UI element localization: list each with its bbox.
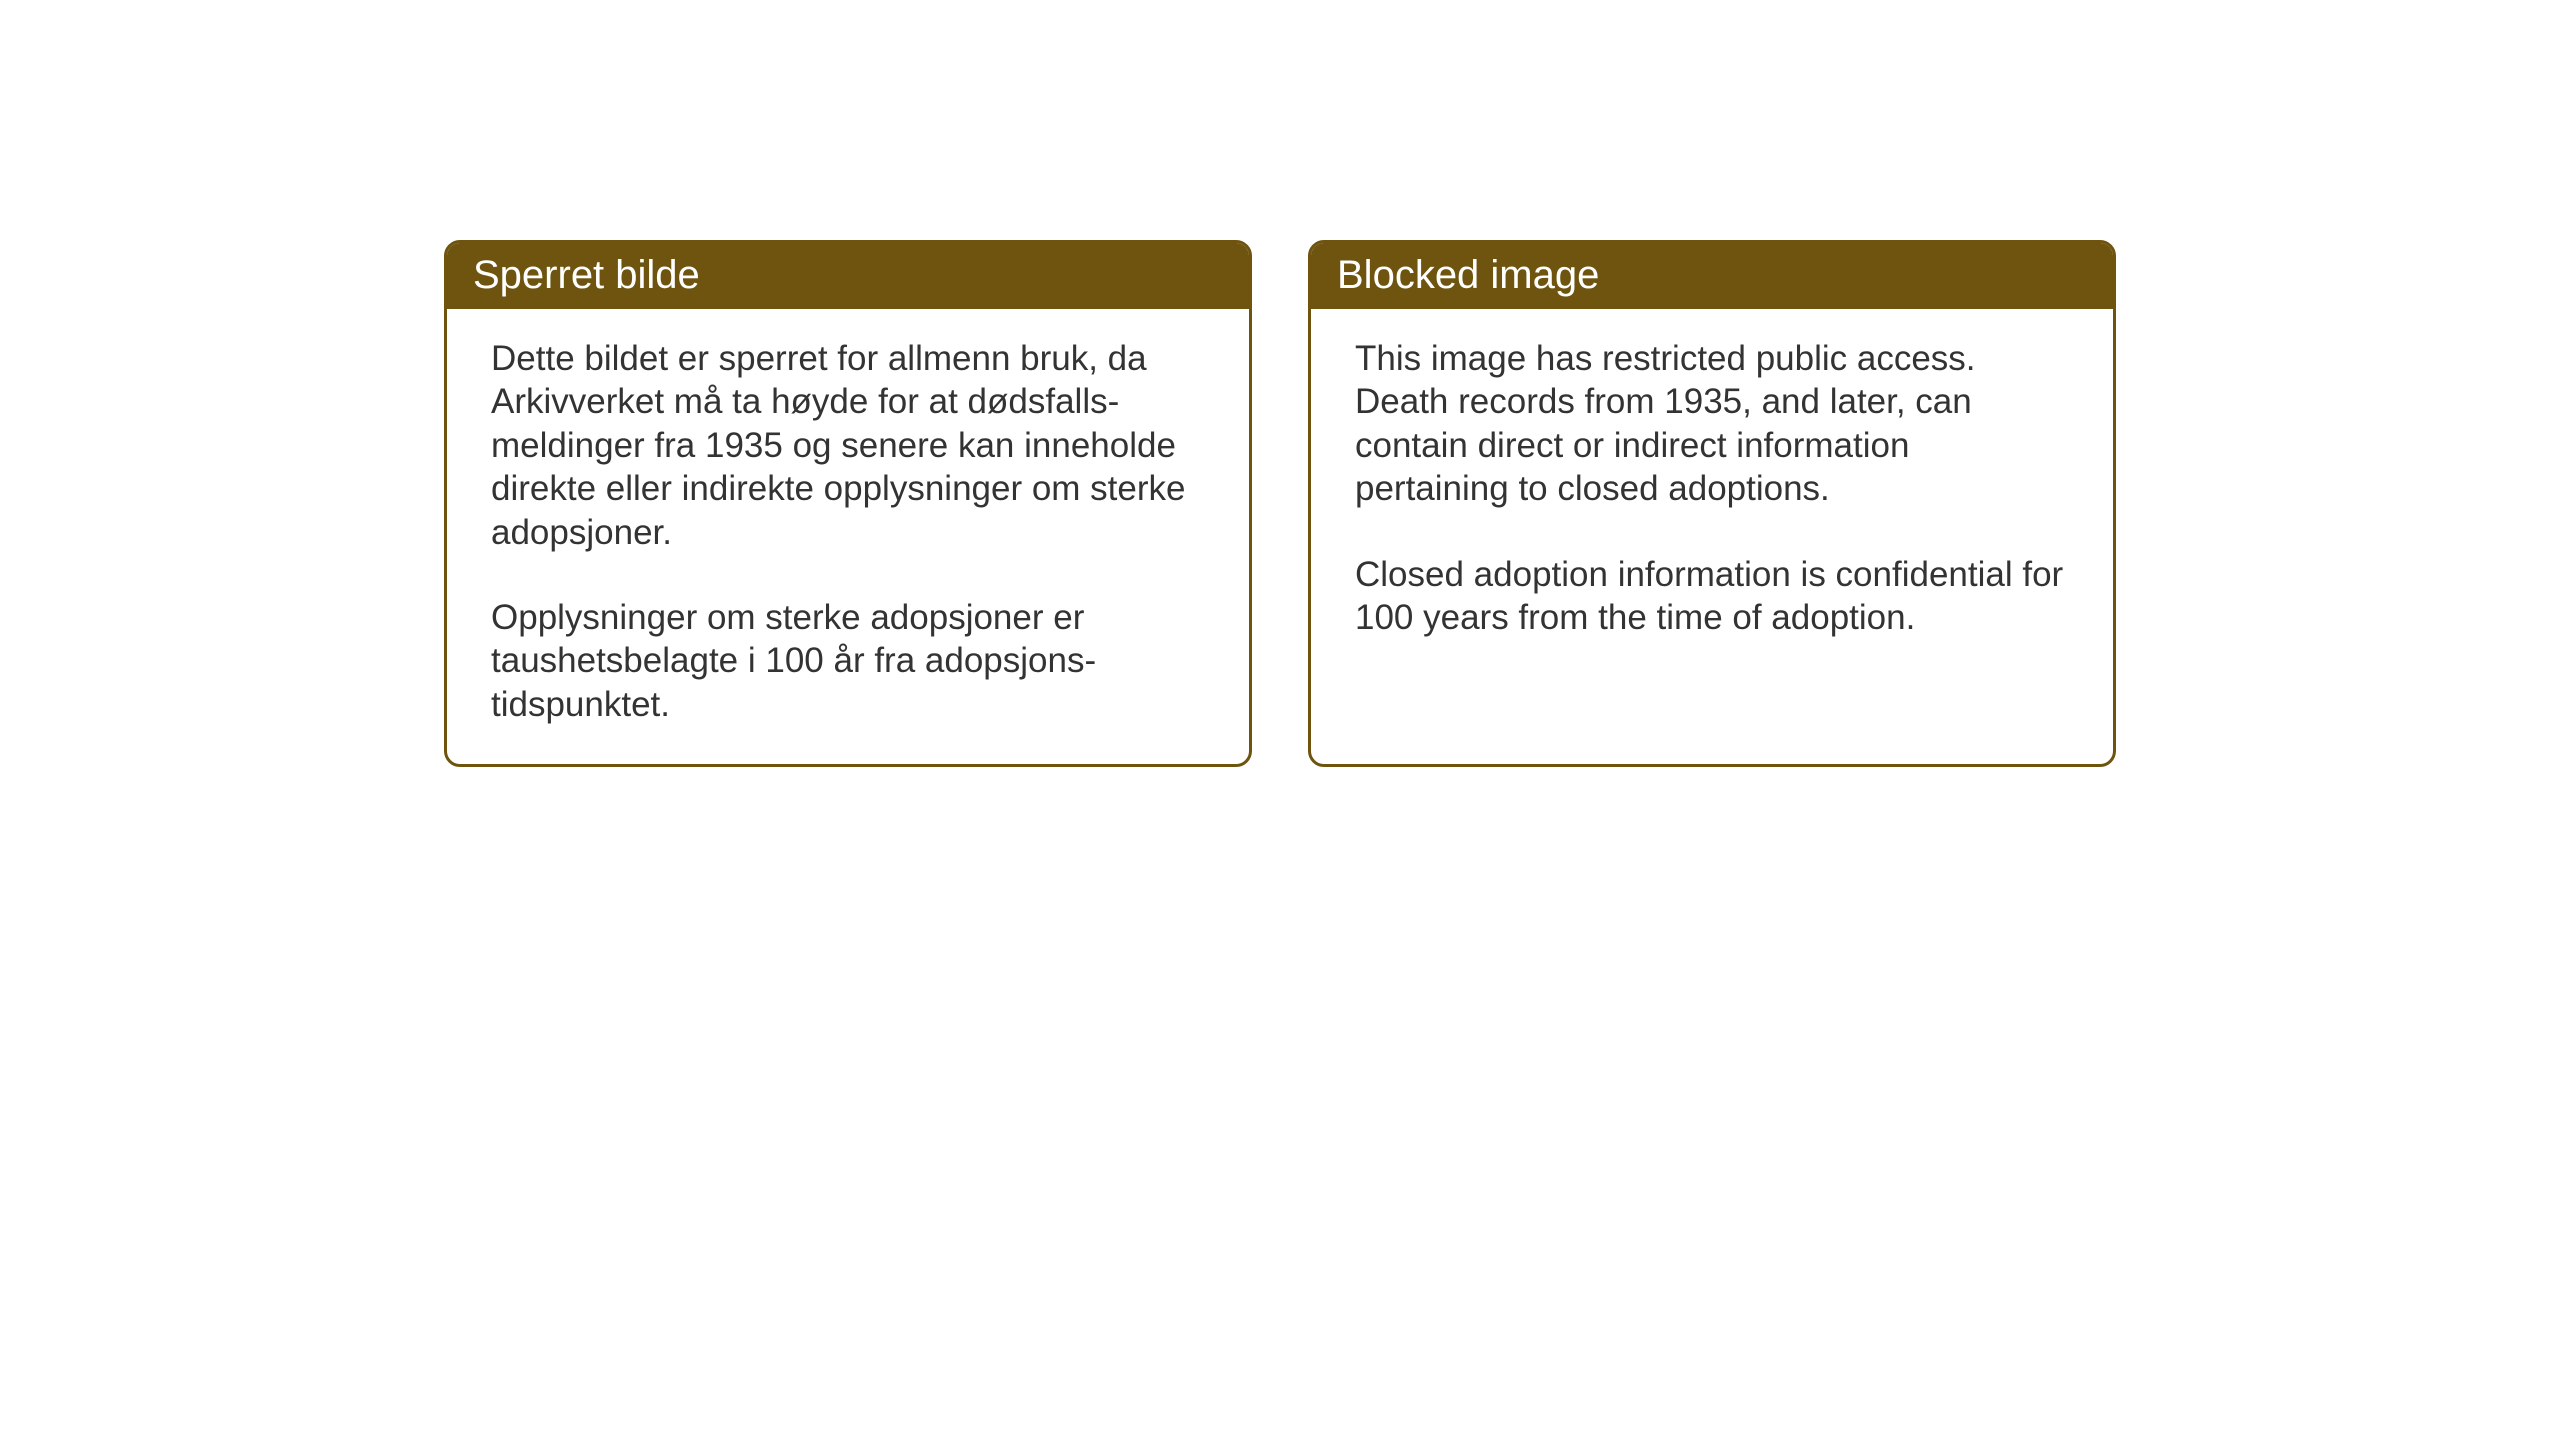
card-header-norwegian: Sperret bilde (447, 243, 1249, 309)
notice-card-english: Blocked image This image has restricted … (1308, 240, 2116, 767)
card-paragraph-2-english: Closed adoption information is confident… (1355, 553, 2069, 640)
card-header-english: Blocked image (1311, 243, 2113, 309)
card-body-english: This image has restricted public access.… (1311, 309, 2113, 764)
notice-card-norwegian: Sperret bilde Dette bildet er sperret fo… (444, 240, 1252, 767)
card-title-norwegian: Sperret bilde (473, 253, 700, 297)
notice-container: Sperret bilde Dette bildet er sperret fo… (444, 240, 2116, 767)
card-paragraph-1-english: This image has restricted public access.… (1355, 337, 2069, 511)
card-paragraph-1-norwegian: Dette bildet er sperret for allmenn bruk… (491, 337, 1205, 554)
card-body-norwegian: Dette bildet er sperret for allmenn bruk… (447, 309, 1249, 764)
card-title-english: Blocked image (1337, 253, 1599, 297)
card-paragraph-2-norwegian: Opplysninger om sterke adopsjoner er tau… (491, 596, 1205, 726)
